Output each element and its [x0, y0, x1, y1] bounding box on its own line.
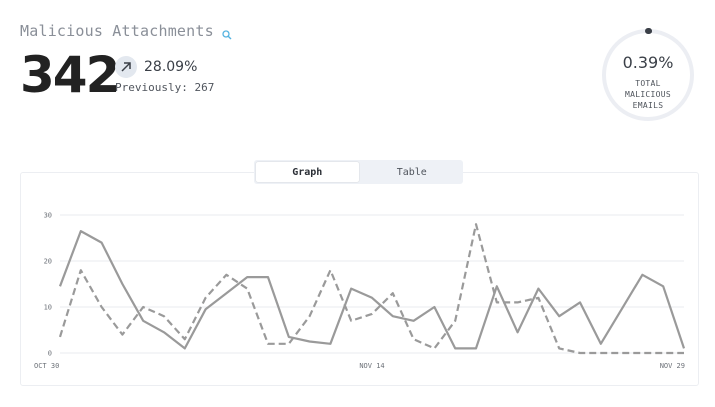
ring-label: TOTAL MALICIOUS EMAILS	[601, 78, 695, 111]
series-line-previous	[58, 223, 684, 355]
ring-gauge	[601, 28, 695, 122]
tab-graph[interactable]: Graph	[256, 162, 359, 182]
ring-label-line: MALICIOUS	[624, 90, 672, 99]
y-tick-label: 20	[44, 258, 52, 266]
previous-count: Previously: 267	[115, 81, 215, 94]
arrow-up-right-icon	[115, 56, 137, 78]
malicious-count: 342	[20, 46, 120, 104]
ring-fill	[601, 28, 695, 122]
x-tick-label: NOV 14	[359, 362, 384, 370]
malicious-ratio-ring: 0.39% TOTAL MALICIOUS EMAILS	[601, 28, 695, 122]
widget-title-text: Malicious Attachments	[20, 22, 214, 40]
ring-label-line: EMAILS	[632, 101, 664, 110]
y-tick-label: 30	[44, 212, 52, 220]
widget-title: Malicious Attachments	[20, 22, 232, 40]
search-icon[interactable]	[222, 26, 232, 40]
view-tabs: Graph Table	[254, 160, 463, 184]
trend-indicator: 28.09%	[115, 56, 197, 78]
tab-table[interactable]: Table	[396, 166, 427, 178]
change-percentage: 28.09%	[144, 59, 198, 75]
ring-value: 0.39%	[622, 53, 674, 72]
series-line-current	[58, 230, 686, 350]
ring-label-line: TOTAL	[635, 79, 661, 88]
y-tick-label: 0	[48, 350, 52, 358]
x-tick-label: NOV 29	[660, 362, 685, 370]
x-tick-label: OCT 30	[34, 362, 59, 370]
y-tick-label: 10	[44, 304, 52, 312]
